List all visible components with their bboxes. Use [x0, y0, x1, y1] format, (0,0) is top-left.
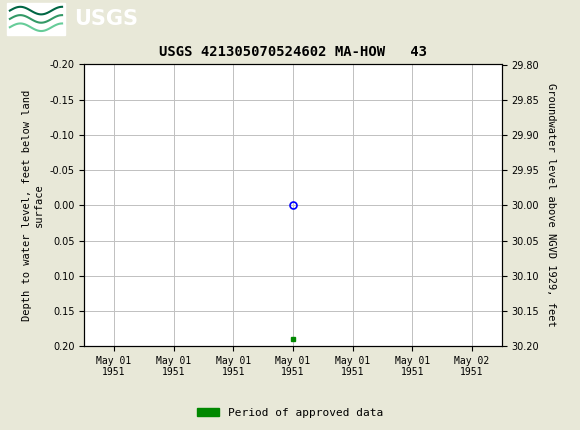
Bar	[7, 3, 65, 35]
Y-axis label: Depth to water level, feet below land
surface: Depth to water level, feet below land su…	[22, 90, 44, 321]
Y-axis label: Groundwater level above NGVD 1929, feet: Groundwater level above NGVD 1929, feet	[546, 83, 556, 327]
Title: USGS 421305070524602 MA-HOW   43: USGS 421305070524602 MA-HOW 43	[159, 45, 427, 59]
Text: USGS: USGS	[74, 9, 137, 29]
Legend: Period of approved data: Period of approved data	[193, 403, 387, 422]
